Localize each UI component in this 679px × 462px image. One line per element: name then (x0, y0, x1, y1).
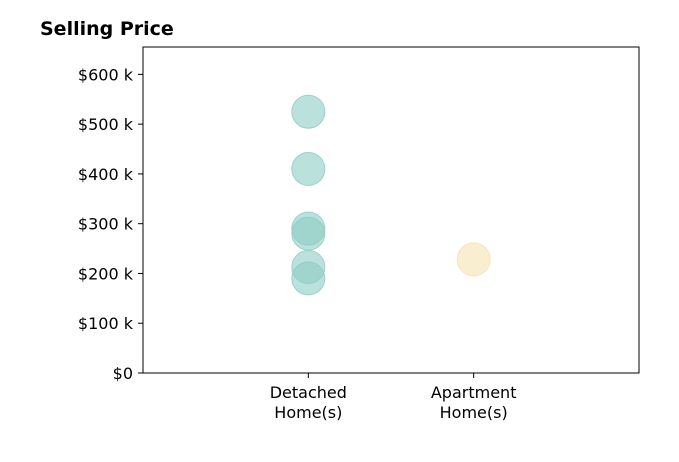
y-tick-label: $400 k (78, 165, 134, 184)
data-point (456, 242, 491, 277)
x-tick-label: Apartment Home(s) (431, 383, 517, 422)
data-point (291, 151, 326, 186)
axes-layer: $0 $100 k $200 k $300 k $400 k $500 k $600 k De… (78, 46, 640, 422)
y-tick-label: $500 k (78, 115, 134, 134)
data-point (291, 261, 326, 296)
y-tick-label: $100 k (78, 314, 134, 333)
y-tick-label: $200 k (78, 264, 134, 283)
y-tick-label: $600 k (78, 65, 134, 84)
chart-title: Selling Price (40, 18, 174, 40)
points-layer (291, 94, 491, 296)
y-tick-label: $0 (113, 364, 133, 383)
data-point (291, 216, 326, 251)
plot-frame (142, 46, 640, 374)
x-tick-label: Detached Home(s) (270, 383, 347, 422)
data-point (291, 94, 326, 129)
y-tick-label: $300 k (78, 215, 134, 234)
